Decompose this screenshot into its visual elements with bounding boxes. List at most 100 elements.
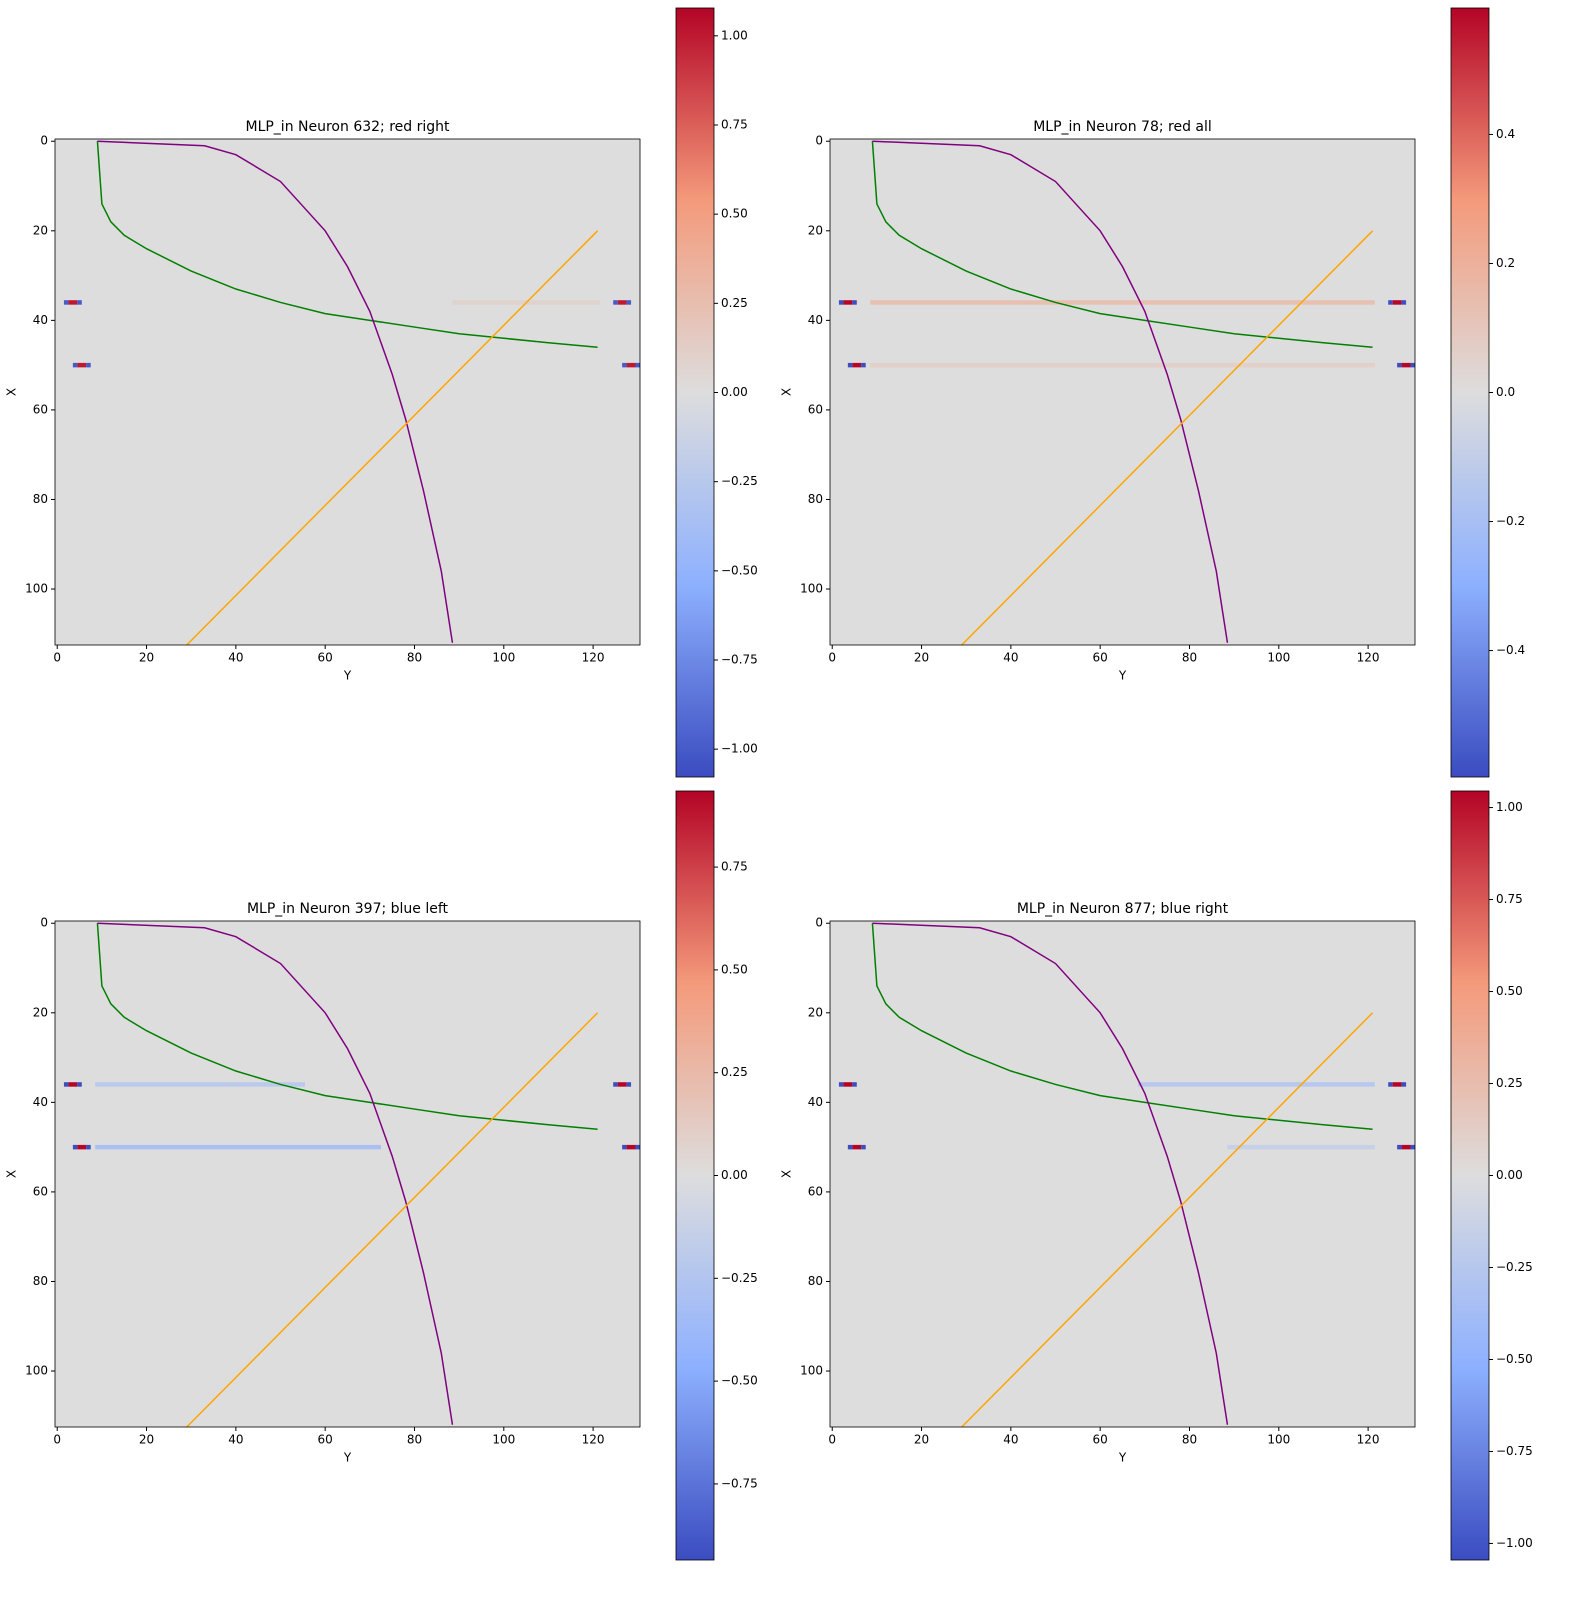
- heat-cell: [1392, 1082, 1402, 1087]
- y-tick-label: 80: [808, 1274, 823, 1288]
- x-tick-label: 100: [1267, 1433, 1290, 1447]
- line: [186, 1012, 599, 1428]
- colorbar-tick-label: 0.25: [721, 1065, 748, 1079]
- colorbar-tick-label: −0.75: [721, 653, 758, 667]
- x-tick-label: 20: [914, 651, 929, 665]
- heat-cell: [843, 300, 853, 305]
- heat-cell: [77, 300, 82, 305]
- heat-cell: [847, 1144, 853, 1150]
- heat-cell: [1227, 1144, 1375, 1150]
- colorbar-tick-label: 0.50: [1496, 984, 1523, 998]
- heat-cell: [861, 1144, 866, 1150]
- colorbar-tick-label: 0.2: [1496, 256, 1515, 270]
- heat-cell: [843, 1082, 853, 1087]
- heat-cell: [617, 300, 627, 305]
- heat-cell: [86, 1144, 91, 1150]
- x-tick-label: 120: [1357, 1433, 1380, 1447]
- heat-cell: [1138, 1082, 1375, 1087]
- colorbar-tick-label: −1.00: [1496, 1536, 1533, 1550]
- heat-cell: [852, 300, 857, 305]
- heat-cell: [68, 300, 78, 305]
- x-tick-label: 20: [139, 651, 154, 665]
- y-tick-label: 40: [808, 1095, 823, 1109]
- y-tick-label: 80: [33, 1274, 48, 1288]
- y-axis-label: X: [780, 388, 794, 396]
- x-axis-label: Y: [1118, 1451, 1127, 1465]
- heat-cell: [870, 300, 1375, 305]
- y-tick-label: 80: [33, 492, 48, 506]
- x-tick-label: 80: [1182, 651, 1197, 665]
- heat-cell: [1410, 1144, 1415, 1150]
- heat-cell: [613, 300, 618, 305]
- x-tick-label: 120: [582, 651, 605, 665]
- colorbar-tick-label: 0.75: [721, 860, 748, 874]
- chart-title: MLP_in Neuron 632; red right: [245, 119, 450, 135]
- heat-cell: [861, 362, 866, 368]
- y-tick-label: 0: [815, 916, 823, 930]
- heat-cell: [1410, 362, 1415, 368]
- axes-frame: [54, 920, 641, 1428]
- x-tick-label: 40: [228, 651, 243, 665]
- heat-cell: [626, 1144, 636, 1150]
- colorbar-tick-label: 0.0: [1496, 385, 1515, 399]
- x-tick-label: 120: [582, 1433, 605, 1447]
- y-tick-label: 100: [800, 1364, 823, 1378]
- x-tick-label: 20: [139, 1433, 154, 1447]
- chart-title: MLP_in Neuron 877; blue right: [1017, 901, 1229, 917]
- line: [872, 140, 1229, 643]
- line: [872, 922, 1229, 1425]
- y-tick-label: 0: [40, 134, 48, 148]
- heat-cell: [613, 1082, 618, 1087]
- y-tick-label: 100: [25, 582, 48, 596]
- image-background: [830, 921, 1415, 1427]
- colorbar: [675, 790, 715, 1561]
- colorbar-tick-label: 0.00: [721, 385, 748, 399]
- x-axis-label: Y: [343, 669, 352, 683]
- line: [961, 1012, 1374, 1428]
- x-tick-label: 60: [1093, 1433, 1108, 1447]
- y-tick-label: 60: [33, 1184, 48, 1198]
- y-tick-label: 80: [808, 492, 823, 506]
- heat-cell: [1392, 300, 1402, 305]
- colorbar-tick-label: −0.50: [721, 563, 758, 577]
- x-tick-label: 40: [228, 1433, 243, 1447]
- colorbar-tick-label: −0.25: [721, 1271, 758, 1285]
- panel: 0 20 40 60 80 100 120 0 20 40 60 80 100 MLP_in Neuron…: [5, 7, 758, 778]
- y-tick-label: 20: [808, 223, 823, 237]
- x-tick-label: 60: [318, 651, 333, 665]
- image-background: [830, 139, 1415, 645]
- x-tick-label: 20: [914, 1433, 929, 1447]
- axes-frame: [54, 138, 641, 646]
- colorbar-tick-label: 0.50: [721, 207, 748, 221]
- chart-title: MLP_in Neuron 78; red all: [1033, 119, 1212, 135]
- colorbar-tick-label: −0.50: [721, 1374, 758, 1388]
- heat-cell: [626, 1082, 632, 1087]
- heat-cell: [852, 1144, 862, 1150]
- heat-cell: [870, 362, 1375, 368]
- heat-cell: [852, 362, 862, 368]
- y-tick-label: 60: [33, 402, 48, 416]
- x-axis-label: Y: [1118, 669, 1127, 683]
- heat-cell: [63, 1082, 69, 1087]
- x-tick-label: 120: [1357, 651, 1380, 665]
- panel: 0 20 40 60 80 100 120 0 20 40 60 80 100 MLP_in Neuron…: [5, 790, 758, 1561]
- heat-cell: [622, 1144, 627, 1150]
- x-tick-label: 0: [53, 1433, 61, 1447]
- x-tick-label: 80: [1182, 1433, 1197, 1447]
- x-tick-label: 40: [1003, 1433, 1018, 1447]
- line: [97, 922, 454, 1425]
- y-tick-label: 40: [33, 1095, 48, 1109]
- heat-cell: [1397, 1144, 1402, 1150]
- heat-cell: [838, 1082, 844, 1087]
- heat-cell: [77, 1144, 87, 1150]
- heat-cell: [852, 1082, 857, 1087]
- heat-cell: [847, 362, 853, 368]
- x-tick-label: 0: [53, 651, 61, 665]
- panel: 0 20 40 60 80 100 120 0 20 40 60 80 100 MLP_in Neuron…: [780, 7, 1525, 778]
- heat-cell: [838, 300, 844, 305]
- axes-frame: [829, 920, 1416, 1428]
- x-tick-label: 60: [318, 1433, 333, 1447]
- y-tick-label: 20: [33, 1005, 48, 1019]
- heat-cell: [1388, 300, 1393, 305]
